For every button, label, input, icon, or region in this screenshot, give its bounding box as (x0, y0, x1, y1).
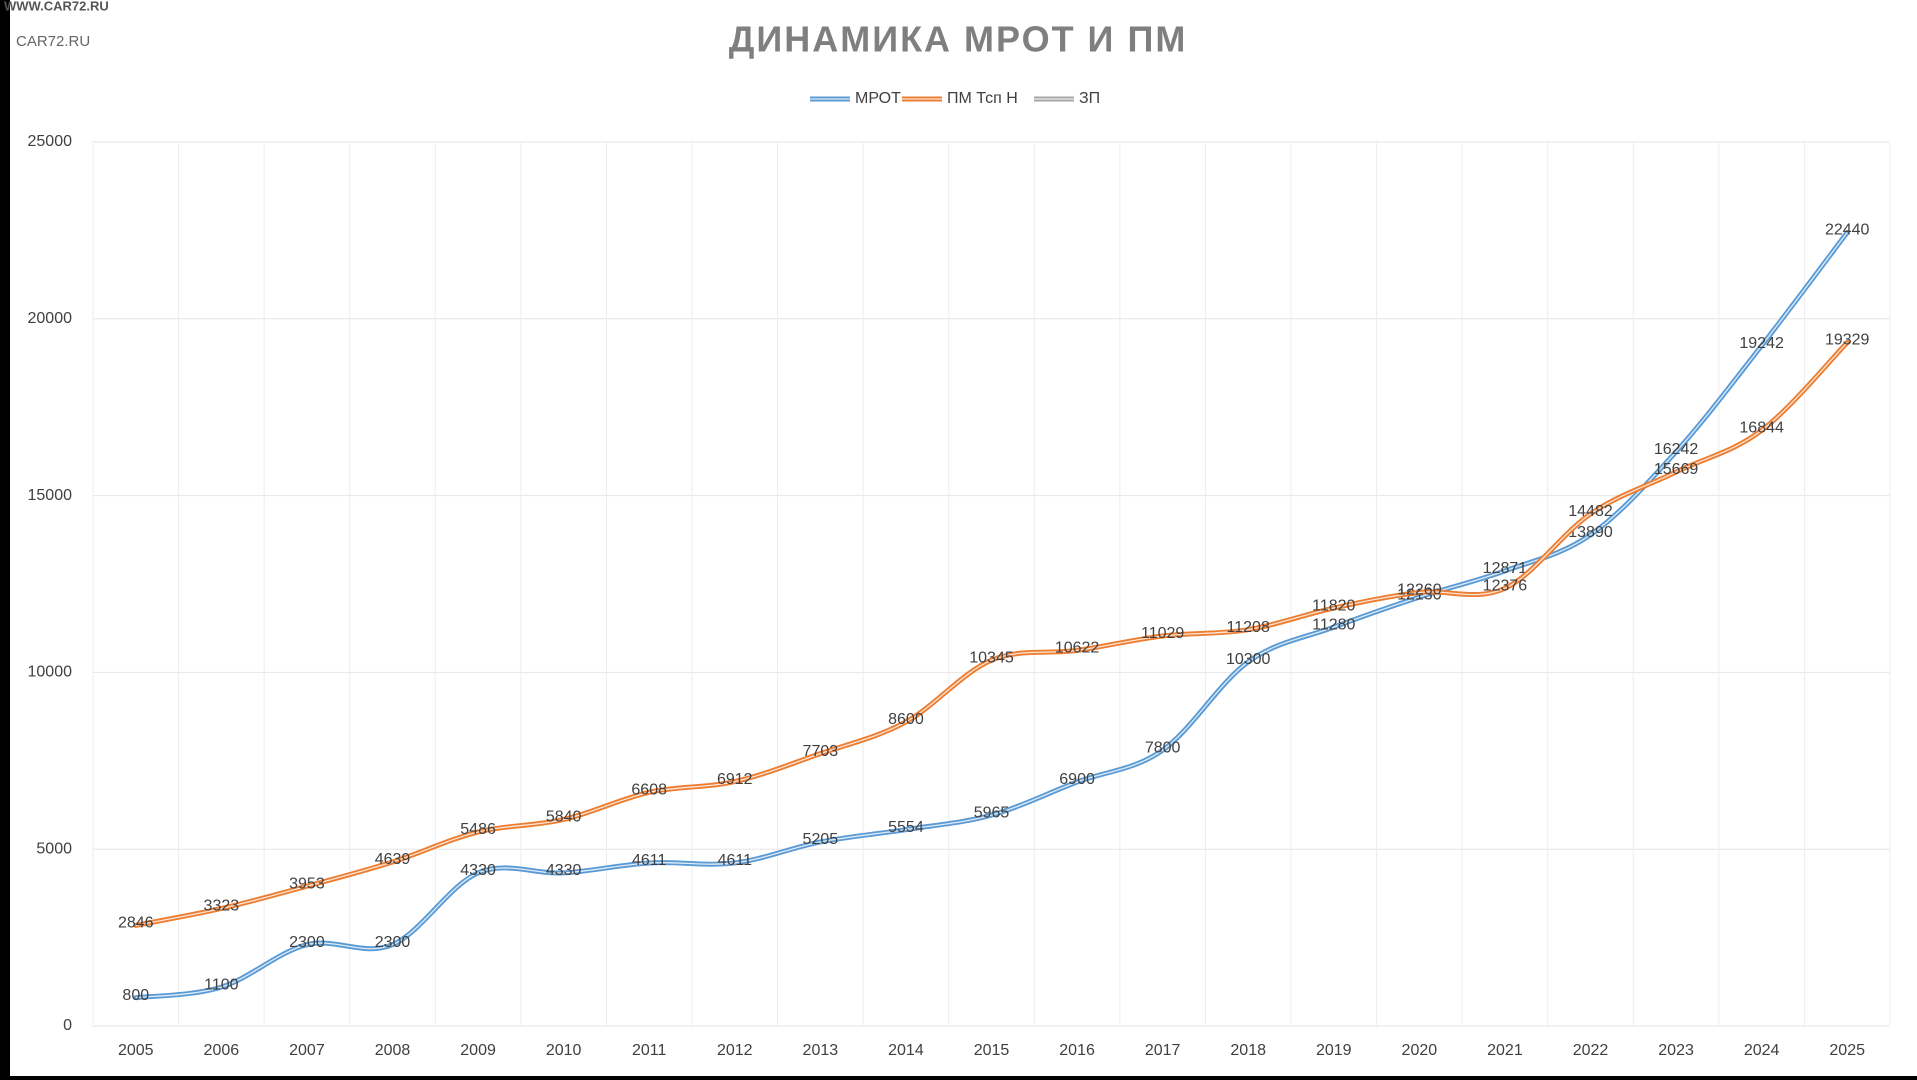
series-line-highlight (135, 342, 1848, 927)
data-label: 5840 (546, 809, 582, 826)
data-label: 15669 (1654, 461, 1699, 478)
x-tick-label: 2005 (118, 1042, 154, 1059)
watermark: CAR72.RU (16, 33, 90, 50)
data-label: 2300 (289, 934, 325, 951)
x-tick-label: 2015 (974, 1042, 1010, 1059)
data-label: 5486 (460, 821, 496, 838)
bottom-border (0, 1076, 1917, 1080)
data-label: 11029 (1141, 625, 1184, 642)
data-label: 4330 (546, 862, 582, 879)
data-label: 4330 (460, 862, 496, 879)
data-label: 2300 (375, 934, 411, 951)
data-label: 10622 (1055, 640, 1100, 657)
data-label: 1100 (204, 976, 239, 993)
x-tick-label: 2025 (1829, 1042, 1865, 1059)
y-tick-label: 25000 (28, 133, 73, 150)
data-label: 7800 (1145, 739, 1181, 756)
data-label: 14482 (1568, 503, 1613, 520)
x-tick-label: 2019 (1316, 1042, 1352, 1059)
watermark: WWW.CAR72.RU (4, 0, 109, 13)
data-label: 12871 (1483, 560, 1528, 577)
data-label: 19329 (1825, 332, 1870, 349)
data-label: 6900 (1059, 771, 1095, 788)
data-label: 3953 (289, 875, 325, 892)
x-tick-label: 2009 (460, 1042, 496, 1059)
chart-title: ДИНАМИКА МРОТ И ПМ (729, 19, 1188, 60)
data-label: 5205 (803, 831, 839, 848)
x-tick-label: 2021 (1487, 1042, 1523, 1059)
data-label: 2846 (118, 915, 154, 932)
data-label: 10345 (969, 649, 1014, 666)
data-label: 4611 (718, 852, 753, 869)
legend-label: ПМ Тсп Н (947, 90, 1018, 107)
data-label: 11820 (1312, 597, 1355, 614)
y-tick-label: 5000 (36, 840, 72, 857)
data-label: 3323 (204, 898, 240, 915)
y-tick-label: 10000 (28, 664, 73, 681)
x-tick-label: 2007 (289, 1042, 325, 1059)
x-tick-label: 2014 (888, 1042, 924, 1059)
series-line-highlight (135, 232, 1848, 999)
data-label: 8600 (888, 711, 924, 728)
y-tick-label: 15000 (28, 487, 73, 504)
left-border (0, 0, 10, 1080)
data-label: 800 (122, 987, 149, 1004)
x-tick-label: 2020 (1402, 1042, 1438, 1059)
data-label: 16844 (1739, 420, 1784, 437)
data-label: 12376 (1483, 578, 1528, 595)
x-tick-label: 2022 (1573, 1042, 1609, 1059)
x-tick-label: 2006 (204, 1042, 240, 1059)
data-label: 4639 (375, 851, 411, 868)
data-label: 19242 (1739, 335, 1784, 352)
data-label: 4611 (632, 852, 667, 869)
data-label: 11280 (1312, 616, 1355, 633)
x-tick-label: 2024 (1744, 1042, 1780, 1059)
data-label: 22440 (1825, 222, 1870, 239)
x-tick-label: 2023 (1658, 1042, 1694, 1059)
data-label: 6912 (717, 771, 753, 788)
data-label: 16242 (1654, 441, 1699, 458)
data-label: 7703 (803, 743, 839, 760)
x-tick-label: 2011 (632, 1042, 667, 1059)
data-label: 12260 (1397, 582, 1442, 599)
x-tick-label: 2017 (1145, 1042, 1181, 1059)
data-label: 13890 (1568, 524, 1613, 541)
data-label: 6608 (631, 782, 667, 799)
x-tick-label: 2013 (803, 1042, 839, 1059)
y-tick-label: 0 (63, 1017, 72, 1034)
legend-label: ЗП (1079, 90, 1100, 107)
legend: МРОТ ПМ Тсп Н ЗП (810, 90, 1100, 107)
x-tick-label: 2018 (1230, 1042, 1266, 1059)
x-tick-label: 2016 (1059, 1042, 1095, 1059)
legend-label: МРОТ (855, 90, 901, 107)
data-label: 10300 (1226, 651, 1271, 668)
data-label: 11208 (1227, 619, 1270, 636)
x-tick-label: 2012 (717, 1042, 753, 1059)
data-label: 5965 (974, 804, 1010, 821)
data-label: 5554 (888, 819, 924, 836)
y-tick-label: 20000 (28, 310, 73, 327)
x-tick-label: 2010 (546, 1042, 582, 1059)
x-tick-label: 2008 (375, 1042, 411, 1059)
